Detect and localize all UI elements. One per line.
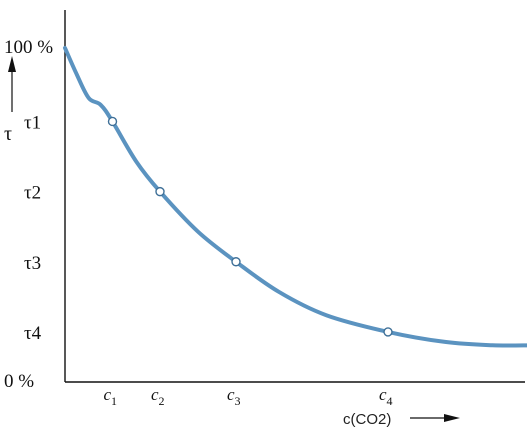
x-tick-label: c1 [104,385,118,408]
data-point-marker [383,327,393,337]
y-axis-arrow-icon [8,56,16,72]
y-axis-label-group: τ [4,56,16,145]
y-tick-label: τ3 [24,253,41,274]
x-tick-label: c2 [151,385,165,408]
x-tick-label: c4 [379,385,393,408]
data-markers [107,116,393,337]
y-top-label: 100 % [4,37,53,58]
x-tick-labels: c1 c2 c3 c4 [104,385,393,408]
data-point-marker [231,257,241,267]
data-point-marker [107,116,118,127]
data-point-marker [155,186,165,197]
y-tick-label: τ4 [24,323,42,344]
y-tick-labels: τ1 τ2 τ3 τ4 [24,112,42,343]
x-axis-arrow-icon [444,414,460,422]
series-line [63,46,527,348]
y-axis-label: τ [4,123,12,145]
x-axis-label: c(CO2) [343,411,391,428]
y-tick-label: τ1 [24,112,41,133]
y-bottom-label: 0 % [4,371,34,392]
y-tick-label: τ2 [24,183,41,204]
x-tick-label: c3 [227,385,241,408]
x-axis-label-group: c(CO2) [343,411,460,428]
